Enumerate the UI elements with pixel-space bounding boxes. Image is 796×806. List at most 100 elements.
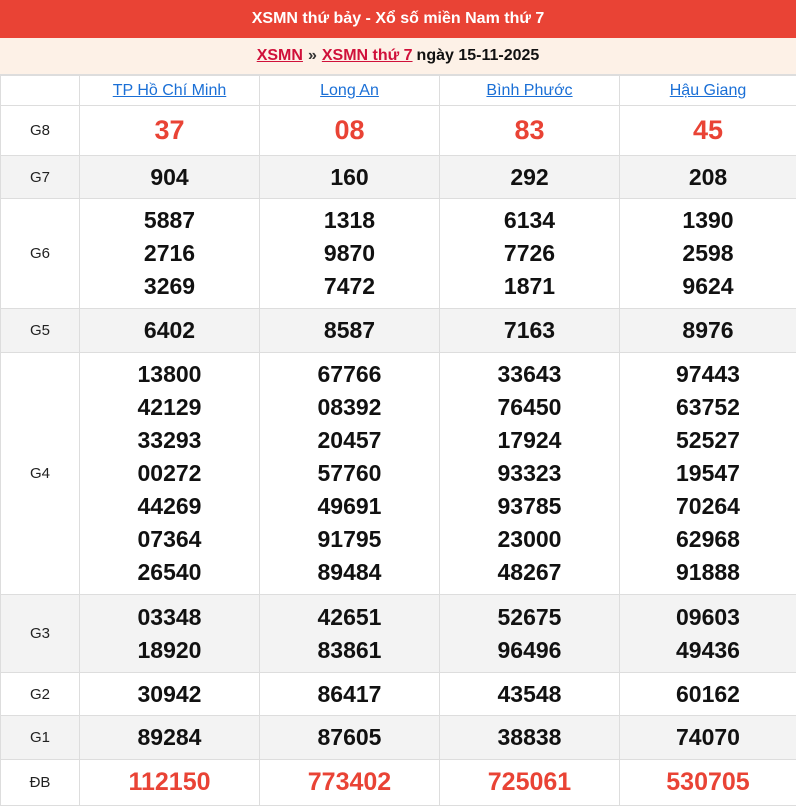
prize-label: G4	[1, 353, 80, 595]
prize-number: 63752	[620, 391, 796, 424]
draw-date: ngày 15-11-2025	[417, 47, 540, 65]
province-header: Bình Phước	[440, 76, 620, 106]
prize-cell: 112150	[80, 760, 260, 806]
prize-number: 48267	[440, 556, 619, 589]
prize-cell: 30942	[80, 673, 260, 716]
province-link[interactable]: Bình Phước	[486, 82, 572, 99]
prize-number: 18920	[80, 634, 259, 667]
prize-number: 9870	[260, 237, 439, 270]
prize-number: 9624	[620, 270, 796, 303]
prize-number: 57760	[260, 457, 439, 490]
prize-number: 49436	[620, 634, 796, 667]
prize-number: 89484	[260, 556, 439, 589]
prize-cell: 38838	[440, 716, 620, 760]
prize-cell: 37	[80, 106, 260, 156]
prize-number: 6402	[80, 314, 259, 347]
prize-label: G5	[1, 309, 80, 353]
prize-number: 19547	[620, 457, 796, 490]
prize-number: 1390	[620, 204, 796, 237]
prize-number: 42129	[80, 391, 259, 424]
prize-number: 60162	[620, 678, 796, 711]
prize-number: 6134	[440, 204, 619, 237]
corner-cell	[1, 76, 80, 106]
province-link[interactable]: Long An	[320, 82, 379, 99]
prize-number: 96496	[440, 634, 619, 667]
prize-number: 5887	[80, 204, 259, 237]
prize-number: 08392	[260, 391, 439, 424]
prize-cell: 8976	[620, 309, 796, 353]
prize-number: 7726	[440, 237, 619, 270]
prize-label: ĐB	[1, 760, 80, 806]
prize-number: 44269	[80, 490, 259, 523]
prize-label: G8	[1, 106, 80, 156]
breadcrumb-xsmn-thu7-link[interactable]: XSMN thứ 7	[322, 47, 413, 65]
prize-number: 33293	[80, 424, 259, 457]
prize-cell: 45	[620, 106, 796, 156]
province-header: TP Hồ Chí Minh	[80, 76, 260, 106]
prize-number: 8587	[260, 314, 439, 347]
prize-cell: 6402	[80, 309, 260, 353]
prize-number: 97443	[620, 358, 796, 391]
prize-number: 3269	[80, 270, 259, 303]
prize-number: 1871	[440, 270, 619, 303]
prize-number: 13800	[80, 358, 259, 391]
prize-number: 7163	[440, 314, 619, 347]
prize-number: 91888	[620, 556, 796, 589]
prize-number: 292	[440, 161, 619, 194]
prize-number: 1318	[260, 204, 439, 237]
prize-number: 112150	[80, 766, 259, 799]
prize-number: 45	[620, 114, 796, 147]
province-link[interactable]: TP Hồ Chí Minh	[113, 82, 227, 99]
prize-label: G3	[1, 595, 80, 673]
prize-cell: 530705	[620, 760, 796, 806]
prize-number: 83	[440, 114, 619, 147]
prize-number: 62968	[620, 523, 796, 556]
prize-number: 07364	[80, 523, 259, 556]
breadcrumb: XSMN » XSMN thứ 7 ngày 15-11-2025	[0, 38, 796, 75]
prize-number: 7472	[260, 270, 439, 303]
prize-number: 773402	[260, 766, 439, 799]
prize-label: G1	[1, 716, 80, 760]
prize-number: 87605	[260, 721, 439, 754]
prize-number: 33643	[440, 358, 619, 391]
prize-number: 208	[620, 161, 796, 194]
prize-number: 42651	[260, 601, 439, 634]
prize-number: 23000	[440, 523, 619, 556]
breadcrumb-separator: »	[308, 47, 317, 65]
prize-number: 03348	[80, 601, 259, 634]
prize-number: 86417	[260, 678, 439, 711]
prize-number: 37	[80, 114, 259, 147]
prize-number: 2598	[620, 237, 796, 270]
prize-cell: 208	[620, 156, 796, 199]
prize-number: 52675	[440, 601, 619, 634]
prize-number: 83861	[260, 634, 439, 667]
prize-number: 00272	[80, 457, 259, 490]
prize-number: 904	[80, 161, 259, 194]
prize-cell: 74070	[620, 716, 796, 760]
province-link[interactable]: Hậu Giang	[670, 82, 747, 99]
prize-cell: 43548	[440, 673, 620, 716]
prize-number: 76450	[440, 391, 619, 424]
prize-number: 74070	[620, 721, 796, 754]
prize-number: 2716	[80, 237, 259, 270]
prize-number: 93785	[440, 490, 619, 523]
prize-label: G6	[1, 199, 80, 309]
prize-number: 08	[260, 114, 439, 147]
page-title: XSMN thứ bảy - Xổ số miền Nam thứ 7	[0, 0, 796, 38]
prize-number: 49691	[260, 490, 439, 523]
breadcrumb-xsmn-link[interactable]: XSMN	[257, 47, 303, 65]
